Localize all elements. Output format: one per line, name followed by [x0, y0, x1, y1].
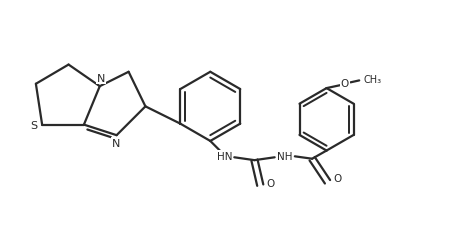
Text: CH₃: CH₃ [364, 75, 382, 85]
Text: N: N [96, 74, 105, 84]
Text: HN: HN [217, 152, 232, 162]
Text: S: S [30, 120, 37, 130]
Text: O: O [267, 178, 275, 188]
Text: NH: NH [276, 152, 292, 162]
Text: N: N [112, 139, 120, 149]
Text: O: O [333, 173, 341, 183]
Text: O: O [341, 79, 349, 89]
